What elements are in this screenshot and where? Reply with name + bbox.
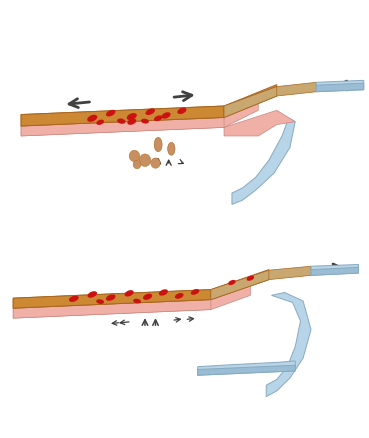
Circle shape <box>129 151 140 162</box>
Ellipse shape <box>154 138 162 152</box>
Ellipse shape <box>87 116 97 123</box>
Ellipse shape <box>106 110 115 117</box>
Polygon shape <box>232 113 295 205</box>
Ellipse shape <box>117 119 125 124</box>
Circle shape <box>133 161 141 170</box>
Circle shape <box>151 159 160 169</box>
Polygon shape <box>224 111 295 137</box>
Polygon shape <box>13 270 269 308</box>
Ellipse shape <box>96 120 104 126</box>
Polygon shape <box>316 84 364 92</box>
Polygon shape <box>13 300 211 318</box>
Ellipse shape <box>154 116 162 122</box>
Polygon shape <box>211 271 269 300</box>
Ellipse shape <box>246 276 254 281</box>
Polygon shape <box>311 265 358 276</box>
Ellipse shape <box>228 280 236 286</box>
Polygon shape <box>266 293 311 397</box>
Ellipse shape <box>145 109 155 116</box>
Ellipse shape <box>133 299 141 304</box>
Ellipse shape <box>177 108 186 115</box>
Ellipse shape <box>168 143 175 156</box>
Polygon shape <box>311 268 358 276</box>
Ellipse shape <box>96 300 104 304</box>
Polygon shape <box>21 107 224 127</box>
Ellipse shape <box>175 293 183 299</box>
Ellipse shape <box>106 295 115 301</box>
Polygon shape <box>224 88 277 118</box>
Polygon shape <box>13 290 211 308</box>
Ellipse shape <box>159 290 168 296</box>
Polygon shape <box>21 85 277 127</box>
Ellipse shape <box>191 290 199 295</box>
Polygon shape <box>13 286 251 318</box>
Ellipse shape <box>141 120 149 124</box>
Ellipse shape <box>125 290 134 297</box>
Polygon shape <box>21 101 258 137</box>
Polygon shape <box>211 267 311 300</box>
Polygon shape <box>198 365 295 375</box>
Ellipse shape <box>127 119 136 126</box>
Ellipse shape <box>162 113 170 120</box>
Ellipse shape <box>69 296 79 302</box>
Polygon shape <box>21 118 224 137</box>
Circle shape <box>139 155 151 167</box>
Ellipse shape <box>87 292 97 298</box>
Ellipse shape <box>127 114 137 121</box>
Polygon shape <box>224 83 316 118</box>
Ellipse shape <box>143 294 152 300</box>
Polygon shape <box>316 81 364 92</box>
Polygon shape <box>198 361 295 375</box>
